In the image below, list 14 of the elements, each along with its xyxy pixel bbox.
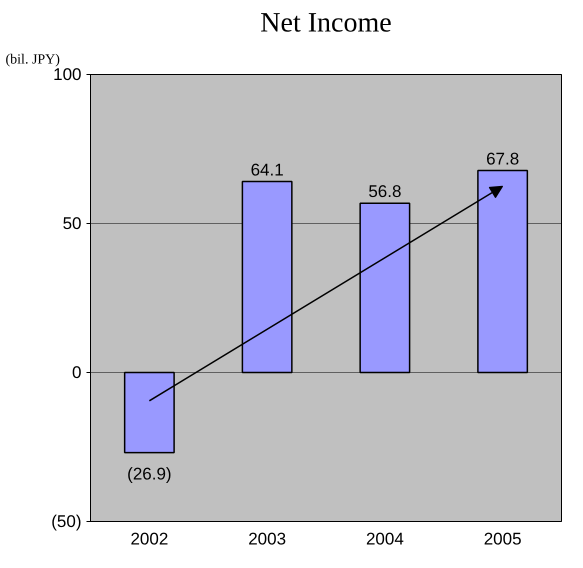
x-tick-label: 2002 — [130, 530, 168, 548]
x-tick-label: 2004 — [366, 530, 404, 548]
data-label: 64.1 — [250, 160, 284, 180]
y-tick-label: 0 — [72, 363, 82, 382]
data-label: (26.9) — [127, 464, 172, 484]
y-tick-label: 100 — [53, 65, 82, 84]
chart-title: Net Income — [260, 8, 392, 38]
data-label: 67.8 — [486, 149, 520, 168]
data-label: 56.8 — [368, 182, 402, 202]
y-axis-title: (bil. JPY) — [6, 52, 60, 68]
y-tick-label: (50) — [51, 512, 82, 531]
x-tick-label: 2005 — [484, 530, 522, 548]
y-tick-label: 50 — [62, 214, 82, 233]
x-tick-label: 2003 — [248, 530, 286, 548]
